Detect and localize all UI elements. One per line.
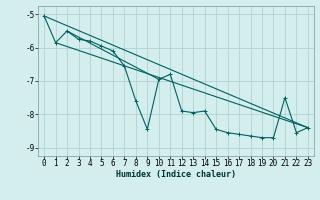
X-axis label: Humidex (Indice chaleur): Humidex (Indice chaleur) [116,170,236,179]
